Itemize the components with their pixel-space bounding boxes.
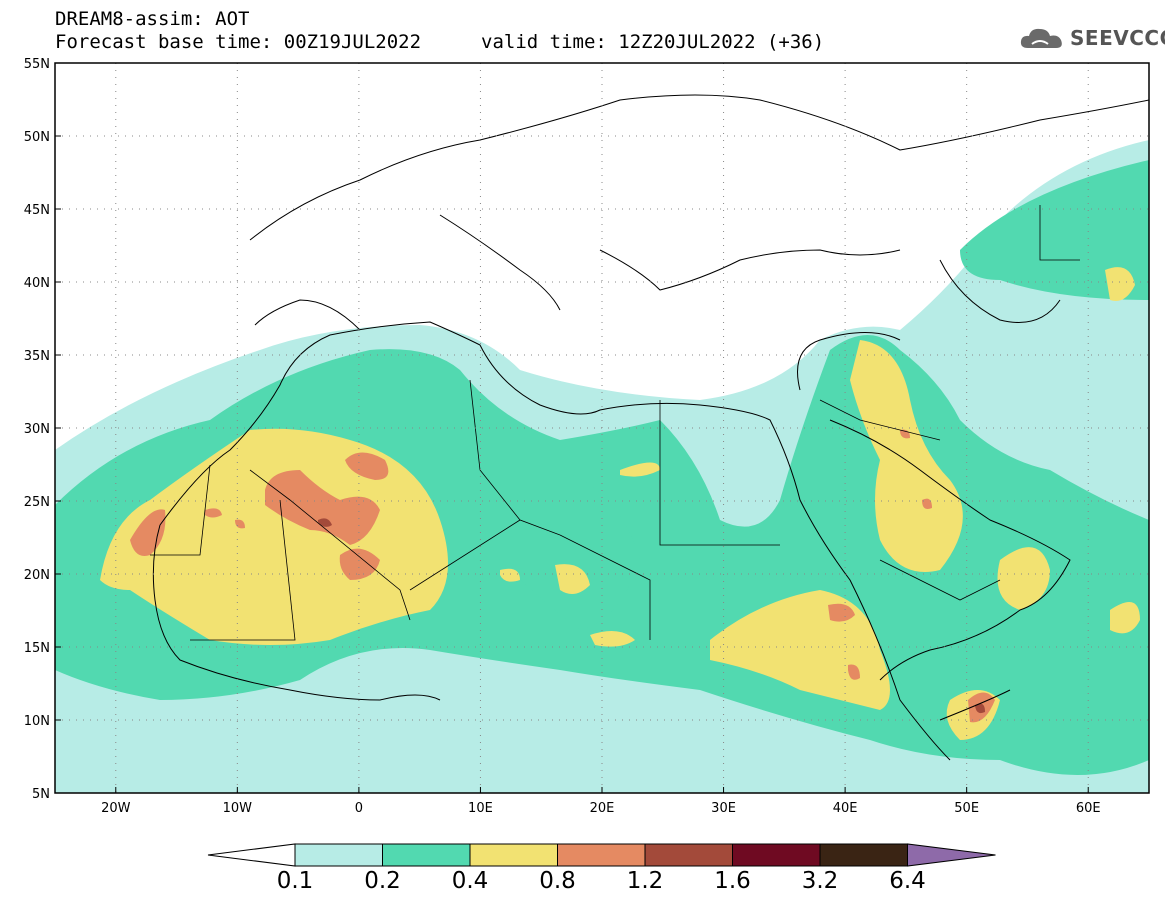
seevccc-logo: SEEVCCC (1018, 24, 1165, 56)
tick-label-lon: 20E (590, 801, 615, 816)
tick-label-lat: 35N (24, 349, 50, 364)
tick-label-lat: 25N (24, 495, 50, 510)
tick-label-lon: 10E (468, 801, 493, 816)
colorbar-segment (732, 843, 821, 867)
colorbar-label: 0.4 (451, 868, 489, 894)
cloud-icon (1020, 28, 1062, 48)
valid-time: valid time: 12Z20JUL2022 (+36) (481, 31, 825, 53)
tick-label-lat: 50N (24, 130, 50, 145)
colorbar-segment (819, 843, 908, 867)
colorbar-segment (294, 843, 383, 867)
axis-ticks: 20W 10W 0 10E 20E 30E 40E 50E 60E 55N 50N 45N 40N 35N… (24, 57, 1101, 816)
colorbar-label: 0.8 (539, 868, 576, 894)
tick-label-lon: 60E (1076, 801, 1101, 816)
colorbar-lower-arrow (207, 843, 296, 867)
forecast-base-time: Forecast base time: 00Z19JUL2022 (55, 31, 422, 53)
tick-label-lat: 45N (24, 203, 50, 218)
colorbar-label: 0.1 (276, 868, 314, 894)
tick-label-lon: 40E (833, 801, 858, 816)
coastlines (152, 94, 1149, 761)
tick-label-lon: 50E (954, 801, 979, 816)
tick-label-lat: 40N (24, 276, 50, 291)
colorbar-label: 6.4 (889, 868, 926, 894)
colorbar-label: 0.2 (364, 868, 401, 894)
colorbar-label: 1.6 (714, 868, 751, 894)
tick-label-lat: 5N (32, 787, 50, 802)
colorbar-segment (469, 843, 558, 867)
tick-label-lon: 30E (711, 801, 736, 816)
map-title: DREAM8-assim: AOT (55, 8, 250, 30)
colorbar-segment (382, 843, 471, 867)
colorbar-upper-arrow (907, 843, 996, 867)
tick-label-lat: 20N (24, 568, 50, 583)
tick-label-lon: 20W (101, 801, 131, 816)
tick-label-lat: 10N (24, 714, 50, 729)
colorbar-segment (557, 843, 646, 867)
colorbar (207, 843, 996, 867)
tick-label-lat: 55N (24, 57, 50, 72)
logo-text: SEEVCCC (1070, 26, 1165, 50)
colorbar-label: 1.2 (626, 868, 664, 894)
tick-label-lat: 30N (24, 422, 50, 437)
tick-label-lon: 0 (355, 801, 363, 816)
tick-label-lat: 15N (24, 641, 50, 656)
colorbar-segment (644, 843, 733, 867)
gridlines (55, 62, 1149, 794)
tick-label-lon: 10W (223, 801, 253, 816)
aot-field (55, 140, 1149, 793)
colorbar-label: 3.2 (801, 868, 839, 894)
